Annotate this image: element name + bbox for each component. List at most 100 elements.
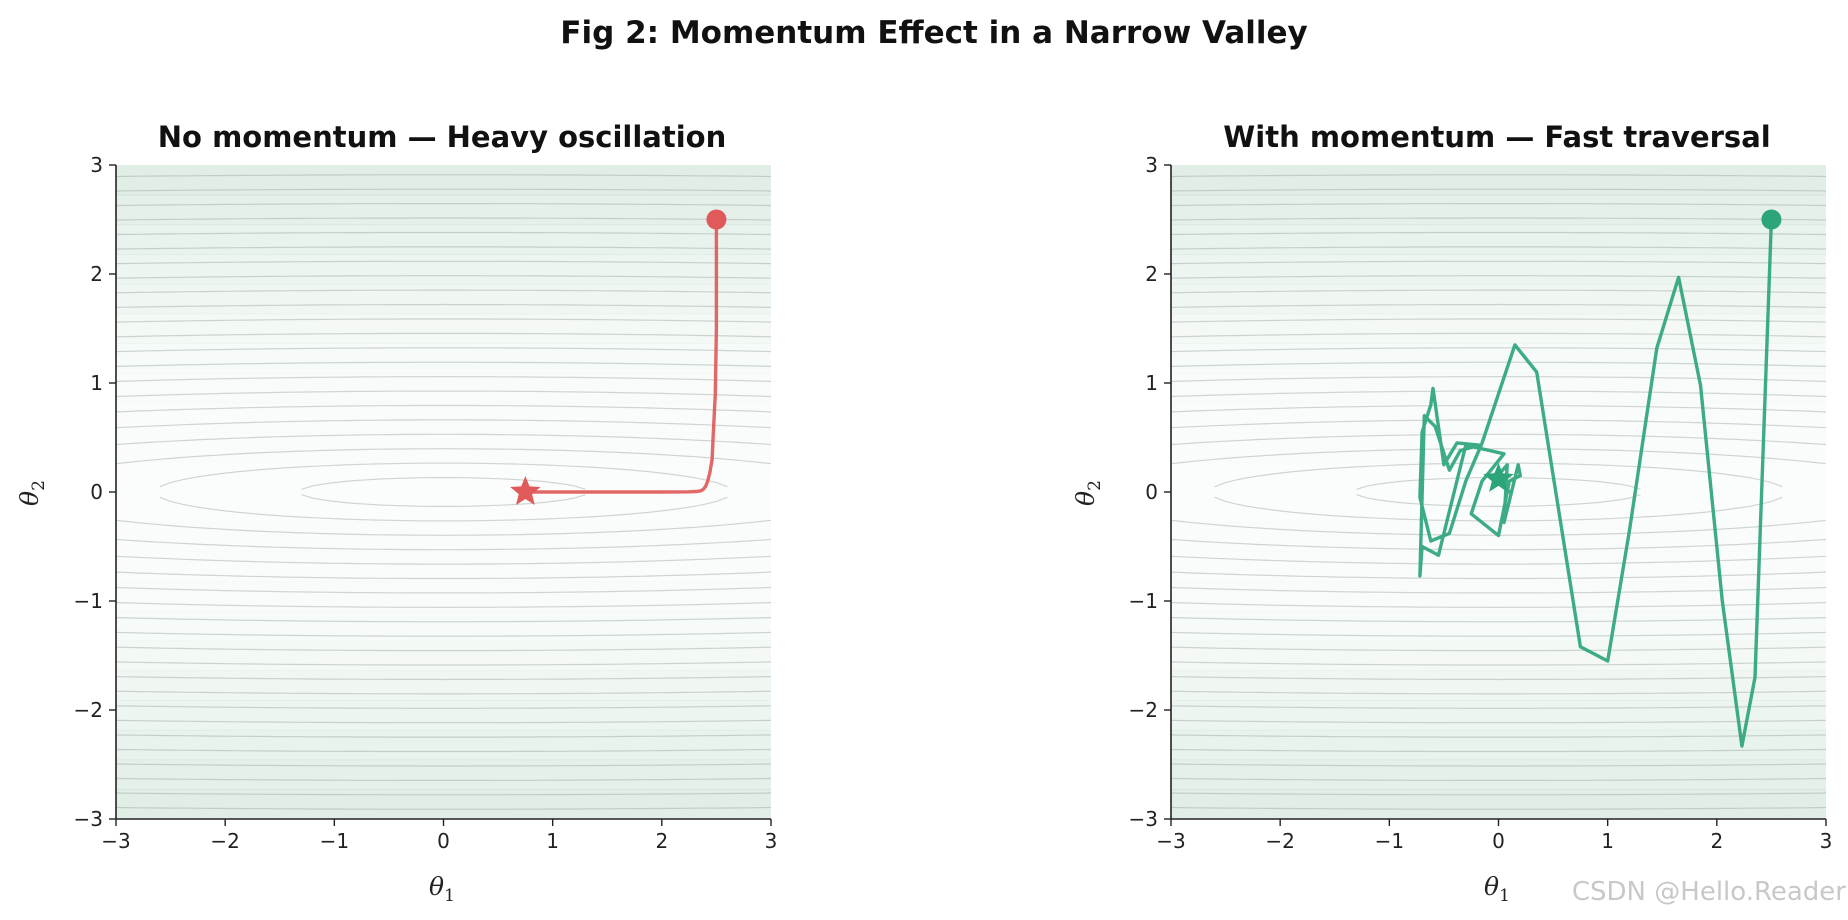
y-axis-label: θ2 — [1071, 480, 1105, 506]
contour-line — [116, 705, 771, 709]
contour-band — [1171, 313, 1826, 344]
contour-line — [1171, 777, 1826, 781]
contour-line — [1171, 275, 1826, 279]
figure-title: Fig 2: Momentum Effect in a Narrow Valle… — [560, 15, 1307, 51]
x-tick-label: 1 — [1601, 829, 1614, 853]
contour-band — [116, 433, 771, 463]
contour-line — [1171, 260, 1826, 265]
contour-band — [116, 224, 771, 255]
contour-line — [1171, 188, 1826, 192]
contour-line — [159, 496, 728, 522]
trajectory — [1418, 209, 1782, 748]
contour-line — [1171, 763, 1826, 767]
panel-with-momentum: With momentum — Fast traversal −3 −2 −1 0 1 2… — [1071, 120, 1832, 906]
contour-line — [1171, 174, 1826, 178]
contour-line — [1171, 734, 1826, 738]
contour-band — [116, 610, 771, 642]
contour-band — [116, 640, 771, 671]
contour-line — [116, 303, 771, 308]
contour-line — [1171, 231, 1826, 236]
contour-line — [116, 260, 771, 265]
contour-line — [1171, 586, 1826, 594]
contour-band — [1171, 551, 1826, 581]
contour-line — [116, 433, 771, 446]
contour-line — [116, 203, 771, 207]
contour-line — [116, 719, 771, 724]
y-tick-label: 1 — [1145, 371, 1158, 395]
contour-band — [1171, 700, 1826, 731]
contour-band — [1171, 403, 1826, 433]
contour-band — [1171, 194, 1826, 226]
contour-line — [1171, 246, 1826, 250]
axes: −3 −2 −1 0 1 2 3 −3 −2 −1 0 1 2 3 — [74, 153, 778, 853]
contour-line — [116, 289, 771, 294]
contour-line — [116, 275, 771, 279]
contour-line — [116, 661, 771, 666]
contour-line — [116, 806, 771, 810]
contour-line — [1171, 806, 1826, 810]
contour-band — [116, 403, 771, 433]
contour-line — [1171, 332, 1826, 338]
contour-background — [116, 165, 771, 819]
contour-line — [1171, 676, 1826, 681]
x-tick-label: 3 — [765, 829, 778, 853]
contour-band — [1171, 729, 1826, 761]
contour-band — [116, 254, 771, 285]
contour-line — [1171, 719, 1826, 724]
x-tick-label: −3 — [1156, 829, 1185, 853]
contour-band — [1171, 759, 1826, 790]
contour-line — [116, 631, 771, 637]
contour-line — [159, 462, 728, 488]
contour-line — [116, 174, 771, 178]
x-axis-label: θ1 — [429, 872, 455, 906]
x-tick-label: 1 — [546, 829, 559, 853]
trajectory-line — [1418, 217, 1774, 748]
y-tick-label: 1 — [90, 371, 103, 395]
y-tick-label: 0 — [90, 480, 103, 504]
contour-line — [116, 734, 771, 738]
contour-line — [1171, 347, 1826, 353]
contour-band — [1171, 224, 1826, 255]
contour-line — [1171, 617, 1826, 623]
trajectory — [510, 209, 727, 505]
contour-line — [116, 571, 771, 580]
contour-band — [1171, 640, 1826, 671]
end-point-star-marker — [510, 476, 541, 505]
x-tick-label: −2 — [210, 829, 239, 853]
y-tick-label: −3 — [74, 807, 103, 831]
contour-band — [1171, 283, 1826, 315]
contour-band — [116, 313, 771, 344]
contour-line — [116, 390, 771, 398]
contour-line — [1171, 289, 1826, 294]
contour-band — [116, 492, 771, 522]
y-tick-label: 2 — [90, 262, 103, 286]
contour-line — [1356, 494, 1641, 507]
contour-line — [1171, 646, 1826, 652]
watermark: CSDN @Hello.Reader — [1572, 877, 1846, 907]
contour-line — [116, 763, 771, 767]
contour-band — [116, 283, 771, 315]
contour-line — [301, 494, 586, 507]
contour-band — [1171, 343, 1826, 374]
contour-band — [1171, 254, 1826, 285]
contour-line — [1171, 748, 1826, 753]
contour-band — [116, 343, 771, 374]
contour-line — [116, 217, 771, 221]
y-tick-label: −3 — [1129, 807, 1158, 831]
contour-line — [116, 375, 771, 382]
contour-line — [1171, 571, 1826, 580]
contour-band — [116, 789, 771, 819]
contour-line — [1171, 631, 1826, 637]
panel-no-momentum: No momentum — Heavy oscillation −3 −2 −1 0 1… — [15, 120, 777, 906]
contour-line — [1171, 690, 1826, 695]
contour-line — [116, 676, 771, 681]
contour-line — [116, 347, 771, 353]
x-tick-label: −3 — [101, 829, 130, 853]
start-point-marker — [706, 209, 727, 230]
contour-line — [116, 646, 771, 652]
contour-line — [116, 792, 771, 796]
x-tick-label: −1 — [320, 829, 349, 853]
contour-band — [1171, 165, 1826, 196]
contour-band — [1171, 670, 1826, 701]
